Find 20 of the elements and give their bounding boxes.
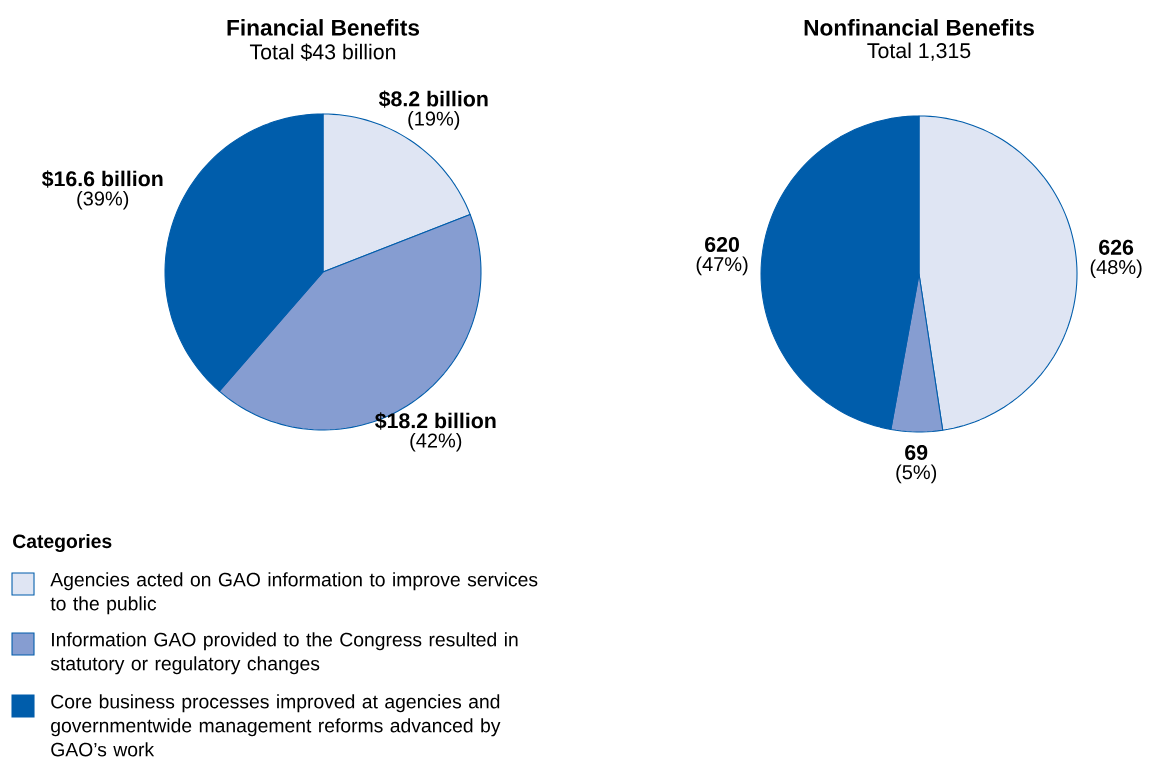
text: (39%) [77,190,129,210]
data-label: 626 [1099,239,1134,255]
chart-title: Financial Benefits [227,19,420,36]
legend-label: Agencies acted on GAO information to improve services to the public [50,572,538,615]
data-label: $16.6 billion [41,170,163,188]
text: (19%) [408,111,460,130]
text: (48%) [1090,259,1142,279]
chart-title: Nonfinancial Benefits [804,19,1034,36]
legend-title: Categories [13,533,112,553]
text: (42%) [410,432,462,452]
data-label: $8.2 billion [378,90,488,108]
chart-subtitle: Total 1,315 [867,42,971,61]
chart-subtitle: Total $43 billion [249,43,396,61]
data-label: $18.2 billion [375,412,496,430]
data-label: 620 [705,236,739,252]
legend-label: Information GAO provided to the Congress resulted in statutory or regulatory changes [50,632,518,675]
text: (47%) [696,256,748,276]
data-label: 69 [905,444,928,460]
legend-label: Core business processes improved at agencies and governmentwide management reforms advanced by GAO’s work [51,694,501,757]
text: (5%) [896,464,937,484]
